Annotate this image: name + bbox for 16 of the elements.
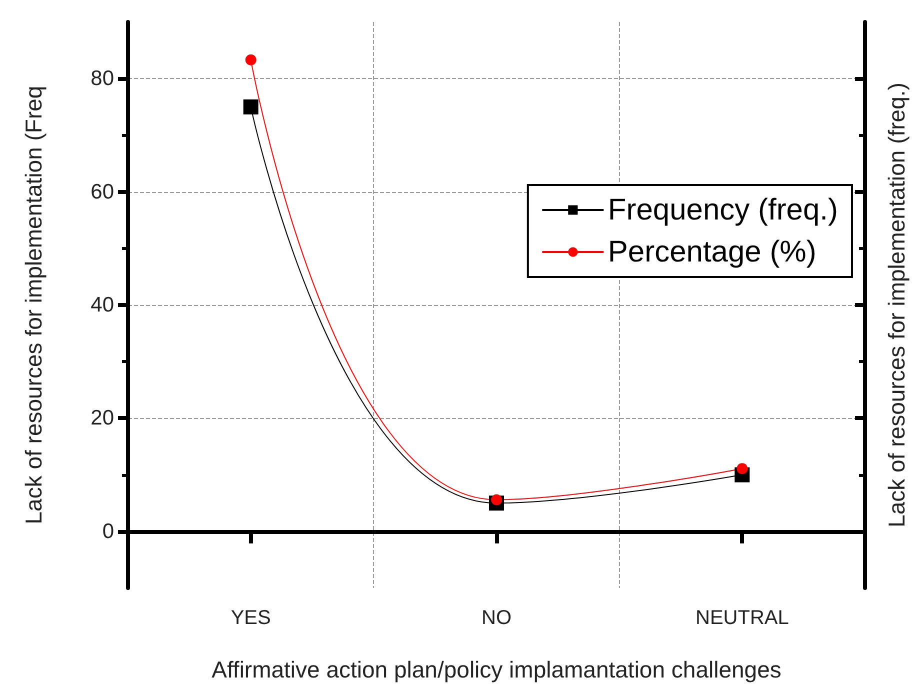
point	[245, 54, 256, 66]
point	[736, 463, 748, 474]
y-tick-label: 0	[102, 520, 114, 543]
y-tick-label: 40	[90, 294, 114, 316]
x-tick-label: NEUTRAL	[695, 607, 789, 629]
y-tick-label: 20	[90, 406, 114, 430]
y-tick-label: 80	[90, 67, 114, 90]
y-tick-label: 60	[90, 180, 114, 204]
point	[243, 99, 258, 114]
x-axis-title: Affirmative action plan/policy implamantation challenges	[212, 656, 782, 682]
y2-axis-title: Lack of resources for implementation (freq.)	[884, 82, 910, 528]
legend-label: Frequency (freq.)	[608, 194, 838, 226]
x-tick-label: NO	[482, 607, 512, 629]
y-axis-title: Lack of resources for implementation (Freq	[20, 86, 46, 524]
legend-label: Percentage (%)	[608, 236, 816, 268]
x-tick-label: YES	[230, 607, 271, 629]
